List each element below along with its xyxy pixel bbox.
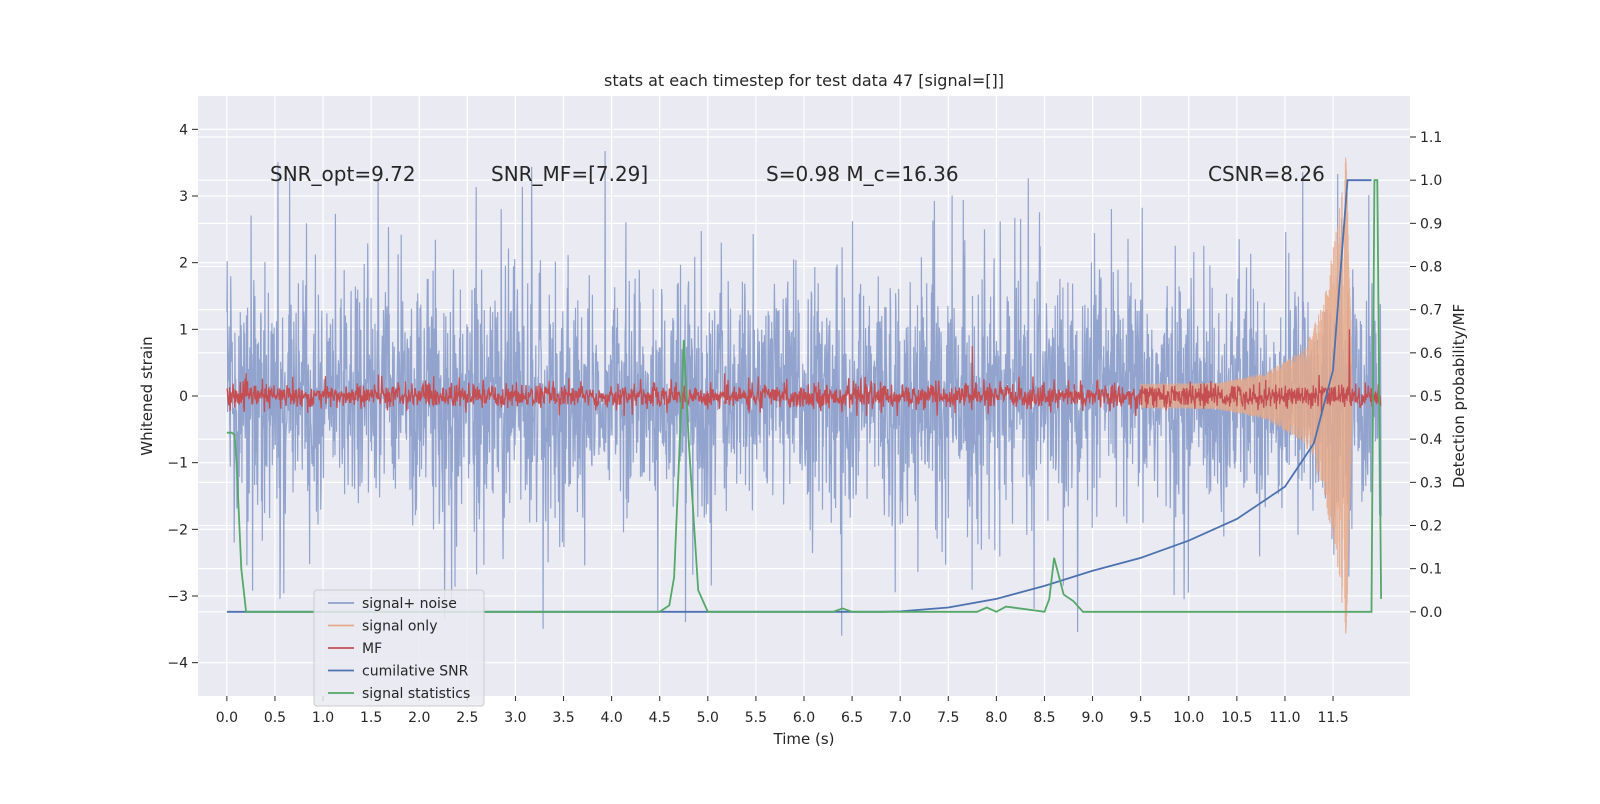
y-left-tick-label: −1 [167, 456, 188, 472]
x-tick-label: 9.5 [1130, 710, 1152, 726]
y-right-tick-label: 0.3 [1420, 475, 1442, 491]
y-right-tick-label: 0.1 [1420, 562, 1442, 578]
x-tick-label: 0.5 [264, 710, 286, 726]
annotations-layer: SNR_opt=9.72 SNR_MF=[7.29] S=0.98 M_c=16.3… [270, 162, 1325, 186]
chart-title: stats at each timestep for test data 47 … [604, 71, 1004, 90]
y-left-tick-label: −4 [167, 656, 188, 672]
legend-entry: signal statistics [362, 686, 470, 702]
legend-entry: signal only [362, 619, 437, 635]
x-tick-label: 6.0 [793, 710, 815, 726]
y-left-tick-label: 4 [179, 122, 188, 138]
x-tick-label: 1.0 [312, 710, 334, 726]
x-tick-label: 10.5 [1221, 710, 1252, 726]
x-tick-label: 8.5 [1033, 710, 1055, 726]
x-tick-label: 7.5 [937, 710, 959, 726]
x-tick-label: 0.0 [216, 710, 238, 726]
x-tick-label: 2.0 [408, 710, 430, 726]
annotation-4: CSNR=8.26 [1208, 162, 1325, 186]
x-tick-label: 9.0 [1081, 710, 1103, 726]
x-tick-label: 5.0 [697, 710, 719, 726]
x-tick-label: 1.5 [360, 710, 382, 726]
y-axis-left-label: Whitened strain [138, 336, 156, 455]
y-right-tick-label: 0.8 [1420, 260, 1442, 276]
x-tick-label: 10.0 [1173, 710, 1204, 726]
y-right-tick-label: 0.5 [1420, 389, 1442, 405]
y-right-tick-label: 1.1 [1420, 130, 1442, 146]
x-tick-label: 6.5 [841, 710, 863, 726]
legend-entry: MF [362, 641, 382, 657]
annotation-2: SNR_MF=[7.29] [491, 162, 648, 186]
x-tick-label: 5.5 [745, 710, 767, 726]
y-right-tick-label: 0.7 [1420, 303, 1442, 319]
y-right-tick-label: 0.2 [1420, 518, 1442, 534]
legend: signal+ noise signal only MF cumilative SNR… [313, 589, 485, 707]
annotation-1: SNR_opt=9.72 [270, 162, 416, 186]
y-left-tick-label: 0 [179, 389, 188, 405]
legend-entry: cumilative SNR [362, 664, 469, 680]
y-left-tick-label: 2 [179, 256, 188, 272]
x-tick-label: 2.5 [456, 710, 478, 726]
y-right-tick-label: 0.4 [1420, 432, 1442, 448]
ticks-layer: 0.0 0.5 1.0 1.5 2.0 2.5 3.0 3.5 4.0 4.5 5.0 5.5 6.0 6… [167, 122, 1442, 726]
x-tick-label: 8.0 [985, 710, 1007, 726]
y-left-tick-label: 1 [179, 322, 188, 338]
x-axis-label: Time (s) [773, 730, 835, 748]
y-axis-right-label: Detection probability/MF [1450, 304, 1468, 488]
x-tick-label: 4.5 [649, 710, 671, 726]
annotation-3: S=0.98 M_c=16.36 [766, 162, 959, 186]
x-tick-label: 3.5 [552, 710, 574, 726]
series-signal-noise [226, 150, 1382, 636]
y-right-tick-label: 0.9 [1420, 216, 1442, 232]
y-left-tick-label: −2 [167, 522, 188, 538]
y-left-tick-label: −3 [167, 589, 188, 605]
x-tick-label: 7.0 [889, 710, 911, 726]
series-mf [226, 329, 1382, 417]
y-right-tick-label: 1.0 [1420, 173, 1442, 189]
x-tick-label: 3.0 [504, 710, 526, 726]
y-right-tick-label: 0.6 [1420, 346, 1442, 362]
x-tick-label: 4.0 [600, 710, 622, 726]
y-right-tick-label: 0.0 [1420, 605, 1442, 621]
x-tick-label: 11.5 [1317, 710, 1348, 726]
x-tick-label: 11.0 [1269, 710, 1300, 726]
legend-entry: signal+ noise [362, 596, 457, 612]
y-left-tick-label: 3 [179, 189, 188, 205]
legend-box [313, 589, 485, 707]
